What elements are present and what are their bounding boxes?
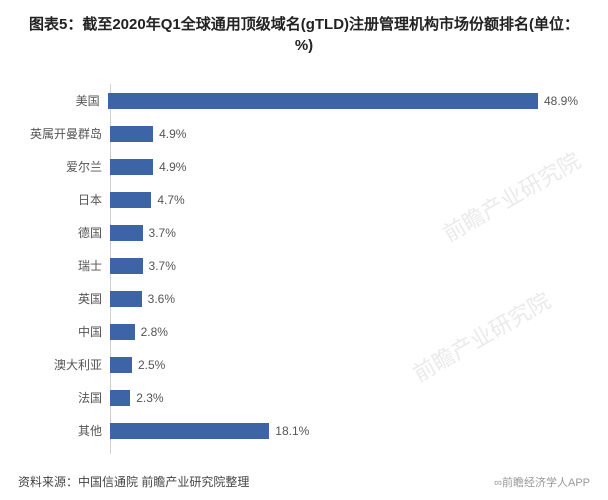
category-label: 美国 (10, 92, 108, 109)
bar-region: 2.3% (110, 381, 578, 414)
bar (110, 258, 143, 274)
value-label: 4.9% (159, 160, 186, 174)
bar-region: 3.7% (110, 249, 578, 282)
bar-row: 爱尔兰 4.9% (10, 150, 578, 183)
bar-region: 3.7% (110, 216, 578, 249)
bar-region: 2.8% (110, 315, 578, 348)
category-label: 中国 (10, 323, 110, 340)
bar-row: 澳大利亚 2.5% (10, 348, 578, 381)
bar (108, 93, 538, 109)
bar-region: 4.9% (110, 117, 578, 150)
value-label: 3.7% (149, 226, 176, 240)
category-label: 瑞士 (10, 257, 110, 274)
category-label: 爱尔兰 (10, 158, 110, 175)
value-label: 4.9% (159, 127, 186, 141)
chart-area: 美国 48.9% 英属开曼群岛 4.9% 爱尔兰 4.9% 日本 4.7% 德国 3.7% 瑞士 3.… (10, 84, 578, 454)
bar-region: 48.9% (108, 84, 578, 117)
value-label: 2.3% (136, 391, 163, 405)
value-label: 18.1% (275, 424, 309, 438)
brand-text: ∞前瞻经济学人APP (494, 474, 590, 490)
bar-row: 瑞士 3.7% (10, 249, 578, 282)
bar (110, 225, 143, 241)
bar-row: 美国 48.9% (10, 84, 578, 117)
bar-region: 2.5% (110, 348, 578, 381)
bar-row: 德国 3.7% (10, 216, 578, 249)
value-label: 3.6% (148, 292, 175, 306)
bar (110, 390, 130, 406)
category-label: 德国 (10, 224, 110, 241)
bar-row: 英国 3.6% (10, 282, 578, 315)
source-text: 资料来源：中国信通院 前瞻产业研究院整理 (18, 473, 249, 490)
chart-title: 图表5：截至2020年Q1全球通用顶级域名(gTLD)注册管理机构市场份额排名(… (0, 0, 608, 64)
bar-row: 其他 18.1% (10, 414, 578, 447)
bar-region: 4.9% (110, 150, 578, 183)
value-label: 48.9% (544, 94, 578, 108)
bar (110, 291, 142, 307)
bar (110, 159, 153, 175)
bar-row: 中国 2.8% (10, 315, 578, 348)
bar (110, 423, 269, 439)
value-label: 4.7% (157, 193, 184, 207)
category-label: 其他 (10, 422, 110, 439)
category-label: 日本 (10, 191, 110, 208)
category-label: 澳大利亚 (10, 356, 110, 373)
bar-row: 法国 2.3% (10, 381, 578, 414)
bar (110, 192, 151, 208)
bar-row: 英属开曼群岛 4.9% (10, 117, 578, 150)
bar (110, 126, 153, 142)
value-label: 2.8% (141, 325, 168, 339)
bar-region: 3.6% (110, 282, 578, 315)
category-label: 法国 (10, 389, 110, 406)
bar (110, 357, 132, 373)
category-label: 英属开曼群岛 (10, 125, 110, 142)
value-label: 3.7% (149, 259, 176, 273)
value-label: 2.5% (138, 358, 165, 372)
bar-region: 4.7% (110, 183, 578, 216)
bar (110, 324, 135, 340)
category-label: 英国 (10, 290, 110, 307)
bar-row: 日本 4.7% (10, 183, 578, 216)
bar-region: 18.1% (110, 414, 578, 447)
